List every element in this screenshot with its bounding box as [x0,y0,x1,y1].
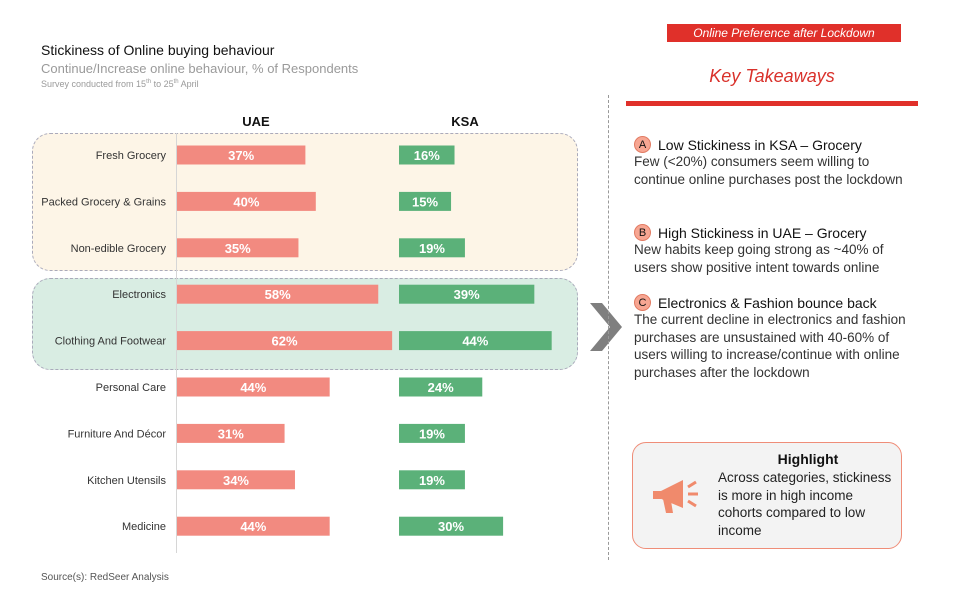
bar-ksa [399,470,465,490]
bar-uae [177,191,316,211]
data-label: 39% [454,287,480,302]
series-header-ksa: KSA [451,114,479,129]
bar-ksa [399,238,465,258]
data-label: 31% [218,426,244,441]
bar-uae [177,238,299,258]
bar-uae [177,284,379,304]
bar-ksa [399,423,465,443]
highlight-title: Highlight [777,451,839,467]
key-takeaways-heading: Key Takeaways [709,66,835,86]
bar-uae [177,377,330,397]
data-label: 19% [419,426,445,441]
data-label: 19% [419,241,445,256]
highlight-body: Across categories, stickiness is more in… [718,470,892,538]
preference-banner: Online Preference after Lockdown [667,24,901,42]
data-label: 44% [462,334,488,349]
category-label: Fresh Grocery [96,150,167,162]
survey-note: Survey conducted from 15th to 25th April [41,79,199,89]
bar-ksa [399,331,552,351]
megaphone-icon [653,480,698,513]
bar-ksa [399,516,504,536]
category-label: Personal Care [96,382,166,394]
takeaway-body: The current decline in electronics and f… [634,312,906,380]
data-label: 19% [419,473,445,488]
source-note: Source(s): RedSeer Analysis [41,572,169,583]
takeaway-title: Low Stickiness in KSA – Grocery [658,136,862,153]
bar-uae [177,516,330,536]
category-label: Furniture And Décor [68,428,167,440]
bar-ksa [399,145,455,165]
series-header-uae: UAE [242,114,270,129]
takeaway-badge: A [634,136,651,153]
takeaway-body: Few (<20%) consumers seem willing to con… [634,154,903,187]
highlight-box: Highlight Across categories, stickiness … [632,442,902,549]
takeaway-badge: B [634,224,651,241]
takeaway-title: Electronics & Fashion bounce back [658,294,877,311]
category-label: Clothing And Footwear [55,336,167,348]
category-axis-line [176,133,177,553]
chevron-right-icon [590,303,622,351]
chart-subtitle: Continue/Increase online behaviour, % of… [41,61,359,76]
bar-ksa [399,284,535,304]
data-label: 58% [265,287,291,302]
data-label: 40% [233,194,259,209]
takeaway-a: A Low Stickiness in KSA – Grocery Few (<2… [634,136,909,188]
bar-uae [177,331,393,351]
category-label: Electronics [112,289,166,301]
data-label: 24% [428,380,454,395]
takeaway-body: New habits keep going strong as ~40% of … [634,242,884,275]
data-label: 16% [414,148,440,163]
bar-uae [177,145,306,165]
data-label: 37% [228,148,254,163]
bar-chart: Fresh Grocery 37% 16% Packed Grocery & Grai… [41,145,552,536]
chart-title: Stickiness of Online buying behaviour [41,42,275,58]
heading-rule [626,101,918,106]
data-label: 30% [438,519,464,534]
bar-ksa [399,377,483,397]
data-label: 44% [240,519,266,534]
data-label: 34% [223,473,249,488]
section-divider [608,95,609,560]
data-label: 44% [240,380,266,395]
data-label: 15% [412,194,438,209]
bar-uae [177,470,295,490]
category-label: Medicine [122,521,166,533]
category-label: Kitchen Utensils [87,475,166,487]
bar-ksa [399,191,452,211]
takeaway-b: B High Stickiness in UAE – Grocery New ha… [634,224,909,276]
takeaway-title: High Stickiness in UAE – Grocery [658,224,867,241]
data-label: 35% [225,241,251,256]
data-label: 62% [272,334,298,349]
category-label: Non-edible Grocery [71,243,167,255]
category-label: Packed Grocery & Grains [41,196,166,208]
takeaway-c: C Electronics & Fashion bounce back The c… [634,294,909,381]
takeaway-badge: C [634,294,651,311]
bar-uae [177,423,285,443]
